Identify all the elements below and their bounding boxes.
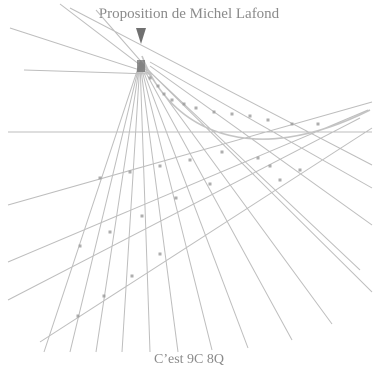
crossing-line-7	[69, 7, 373, 166]
fan-ray-4	[121, 61, 141, 353]
fan-ray-7	[139, 61, 213, 351]
intersection-marker	[98, 176, 102, 180]
diagram-caption: C’est 9C 8Q	[154, 352, 224, 367]
intersection-marker	[298, 168, 302, 172]
crossing-line-2	[7, 109, 369, 263]
intersection-marker	[290, 122, 294, 126]
crossing-lines	[7, 7, 373, 343]
diagram-title: Proposition de Michel Lafond	[98, 6, 280, 22]
intersection-marker	[212, 110, 216, 114]
intersection-marker	[266, 118, 270, 122]
upper-ray-1	[9, 27, 153, 75]
fan-rays	[9, 3, 373, 353]
crossing-line-4	[149, 61, 373, 189]
intersection-marker	[188, 158, 192, 162]
fan-ray-8	[139, 61, 249, 349]
intersection-marker	[102, 294, 106, 298]
intersection-marker	[170, 98, 174, 102]
fan-ray-10	[139, 61, 333, 325]
intersection-marker	[162, 92, 166, 96]
intersection-marker	[140, 214, 144, 218]
intersection-marker	[248, 114, 252, 118]
upper-ray-3	[59, 3, 153, 75]
intersection-marker	[256, 156, 260, 160]
fan-ray-3	[95, 61, 141, 353]
intersection-marker	[108, 230, 112, 234]
intersection-marker	[130, 274, 134, 278]
fan-ray-9	[139, 61, 293, 341]
intersection-marker	[128, 170, 132, 174]
intersection-marker	[158, 164, 162, 168]
fan-ray-1	[43, 61, 141, 353]
intersection-marker	[158, 252, 162, 256]
crossing-line-1	[7, 101, 373, 206]
crossing-line-3	[7, 117, 361, 301]
upper-ray-2	[23, 69, 153, 75]
apex-cluster-marker	[137, 60, 145, 72]
intersection-marker	[156, 84, 160, 88]
apex-point	[136, 28, 146, 44]
intersection-marker	[278, 178, 282, 182]
intersection-marker	[268, 164, 272, 168]
fan-ray-5	[139, 61, 151, 353]
intersection-marker	[220, 150, 224, 154]
intersection-marker	[148, 76, 152, 80]
intersection-marker	[316, 122, 320, 126]
crossing-line-8	[39, 127, 373, 343]
fan-ray-2	[69, 61, 141, 353]
intersection-markers	[76, 60, 320, 318]
intersection-marker	[76, 314, 80, 318]
fan-ray-11	[139, 61, 373, 293]
parabola-curve	[141, 55, 371, 140]
intersection-marker	[182, 102, 186, 106]
intersection-marker	[208, 182, 212, 186]
intersection-marker	[78, 244, 82, 248]
fan-ray-6	[139, 61, 179, 353]
crossing-line-5	[149, 65, 373, 226]
intersection-marker	[174, 196, 178, 200]
intersection-marker	[230, 112, 234, 116]
intersection-marker	[194, 106, 198, 110]
